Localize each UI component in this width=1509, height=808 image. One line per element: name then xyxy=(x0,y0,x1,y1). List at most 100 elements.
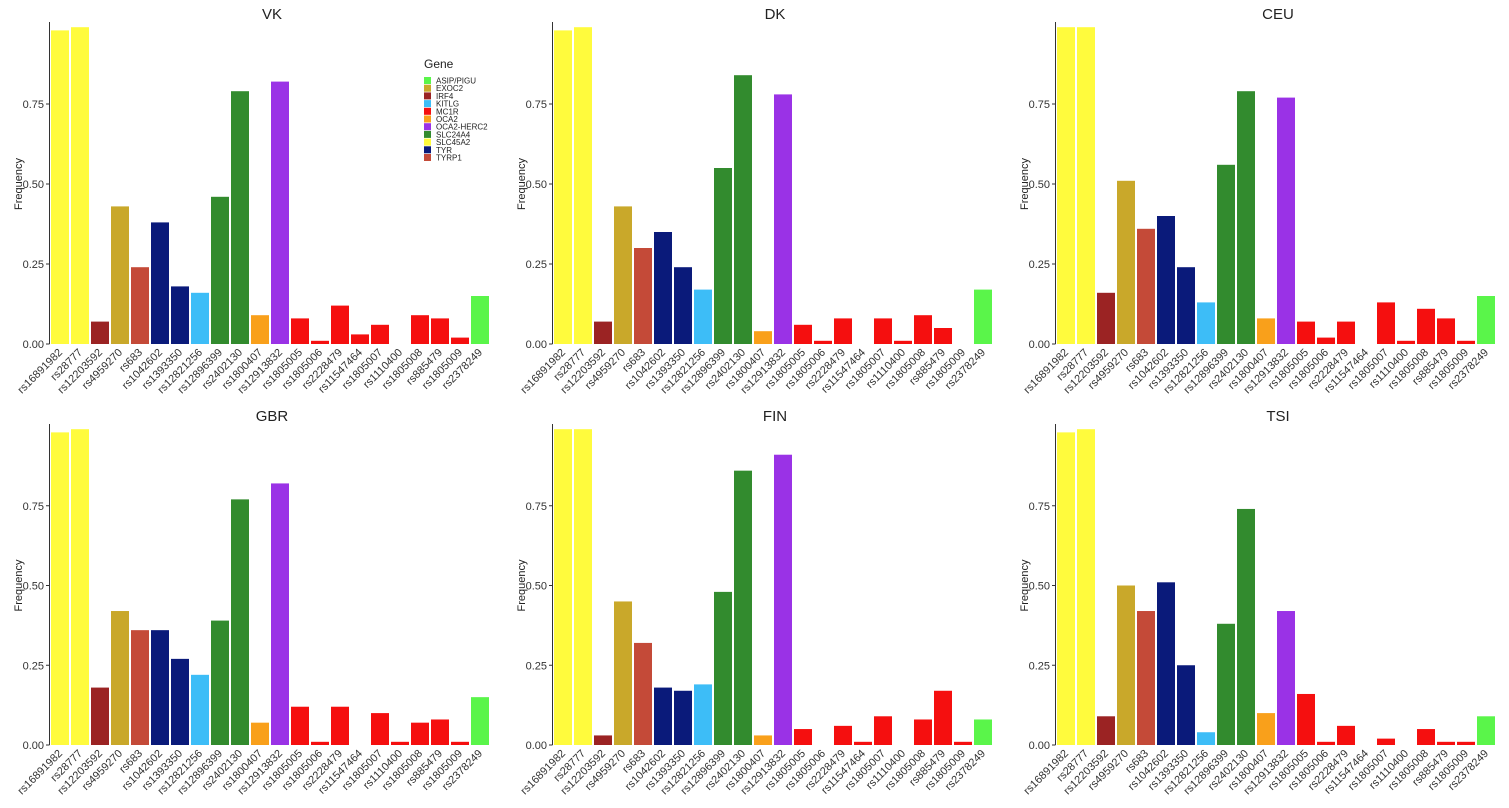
panel-ceu: CEUFrequency0.000.250.500.75rs16891982rs… xyxy=(1019,6,1495,396)
bar-rs12913832 xyxy=(774,94,792,345)
bar-rs12913832 xyxy=(1277,97,1295,344)
bar-rs1805009 xyxy=(1457,741,1475,745)
bar-rs12821256 xyxy=(1197,732,1215,745)
y-tick-label: 0.00 xyxy=(23,740,44,752)
bar-rs1805005 xyxy=(291,706,309,745)
bar-rs1042602 xyxy=(151,630,169,745)
bar-rs12203592 xyxy=(594,321,612,344)
bar-rs28777 xyxy=(574,27,592,344)
bar-rs1042602 xyxy=(1157,216,1175,344)
bar-rs16891982 xyxy=(51,30,69,345)
y-tick-label: 0.00 xyxy=(23,339,44,351)
legend-swatch xyxy=(424,100,431,108)
bar-rs885479 xyxy=(1437,318,1455,344)
legend-label: TYR xyxy=(436,146,452,155)
bar-rs28777 xyxy=(71,27,89,344)
bar-rs1805007 xyxy=(371,713,389,745)
legend-label: IRF4 xyxy=(436,92,454,101)
legend-label: OCA2-HERC2 xyxy=(436,123,488,132)
bar-rs2402130 xyxy=(1237,91,1255,344)
bar-rs2378249 xyxy=(974,289,992,344)
bar-rs16891982 xyxy=(554,30,572,345)
bar-rs1805006 xyxy=(1317,337,1335,344)
legend-swatch xyxy=(424,77,431,84)
bar-rs1805007 xyxy=(1377,738,1395,745)
bar-rs4959270 xyxy=(111,611,129,745)
bar-rs1393350 xyxy=(171,286,189,344)
bar-rs2402130 xyxy=(231,91,249,344)
panel-title: DK xyxy=(765,6,786,23)
y-tick-label: 0.00 xyxy=(526,339,547,351)
bar-rs11547464 xyxy=(854,741,872,745)
bar-rs2378249 xyxy=(974,719,992,745)
bar-rs16891982 xyxy=(1057,432,1075,745)
bar-rs885479 xyxy=(431,719,449,745)
bar-rs683 xyxy=(131,630,149,745)
bar-rs1042602 xyxy=(654,232,672,344)
bar-rs16891982 xyxy=(1057,27,1075,344)
bar-rs1805007 xyxy=(874,318,892,344)
bar-rs1042602 xyxy=(1157,582,1175,745)
bar-rs885479 xyxy=(431,318,449,344)
bar-rs16891982 xyxy=(554,429,572,745)
y-axis-label: Frequency xyxy=(516,158,528,210)
y-tick-label: 0.50 xyxy=(23,179,44,191)
bar-rs1805006 xyxy=(311,741,329,745)
bar-rs1805007 xyxy=(371,324,389,344)
y-axis-label: Frequency xyxy=(13,158,25,210)
bar-rs2228479 xyxy=(331,305,349,344)
legend-swatch xyxy=(424,154,431,161)
y-tick-label: 0.50 xyxy=(526,581,547,593)
bar-rs4959270 xyxy=(614,206,632,344)
bar-rs1805007 xyxy=(1377,302,1395,344)
bar-rs12913832 xyxy=(271,81,289,344)
bar-rs1393350 xyxy=(674,267,692,344)
bar-rs2228479 xyxy=(1337,321,1355,344)
bar-rs12203592 xyxy=(1097,716,1115,745)
panel-fin: FINFrequency0.000.250.500.75rs16891982rs… xyxy=(516,408,992,797)
y-axis-label: Frequency xyxy=(13,559,25,611)
bar-rs1800407 xyxy=(1257,713,1275,745)
panel-tsi: TSIFrequency0.000.250.500.75rs16891982rs… xyxy=(1019,408,1495,797)
legend-swatch xyxy=(424,107,431,115)
legend-swatch xyxy=(424,92,431,100)
bar-rs12913832 xyxy=(774,454,792,745)
bar-rs683 xyxy=(1137,228,1155,344)
panel-dk: DKFrequency0.000.250.500.75rs16891982rs2… xyxy=(516,6,992,396)
bar-rs1805005 xyxy=(291,318,309,344)
bar-rs1800407 xyxy=(754,735,772,745)
bar-rs1393350 xyxy=(171,658,189,745)
bar-rs11547464 xyxy=(351,334,369,344)
y-tick-label: 0.50 xyxy=(1029,179,1050,191)
panel-gbr: GBRFrequency0.000.250.500.75rs16891982rs… xyxy=(13,408,489,797)
bar-rs4959270 xyxy=(1117,180,1135,344)
legend-swatch xyxy=(424,123,431,131)
bar-rs1805007 xyxy=(874,716,892,745)
legend-title: Gene xyxy=(424,57,454,71)
legend-swatch xyxy=(424,146,431,154)
y-tick-label: 0.00 xyxy=(526,740,547,752)
y-tick-label: 0.50 xyxy=(23,581,44,593)
bar-rs2402130 xyxy=(1237,508,1255,745)
bar-rs1393350 xyxy=(1177,267,1195,344)
bar-rs885479 xyxy=(1437,741,1455,745)
bar-rs2378249 xyxy=(471,296,489,344)
panel-title: FIN xyxy=(763,408,787,425)
y-tick-label: 0.00 xyxy=(1029,740,1050,752)
bar-rs12896399 xyxy=(1217,623,1235,745)
bar-rs1805006 xyxy=(814,340,832,344)
bar-rs1805009 xyxy=(954,741,972,745)
bar-rs28777 xyxy=(71,429,89,745)
y-tick-label: 0.25 xyxy=(1029,660,1050,672)
bar-rs1805008 xyxy=(914,315,932,344)
bar-rs683 xyxy=(1137,611,1155,745)
bar-rs1800407 xyxy=(251,315,269,344)
bar-rs4959270 xyxy=(111,206,129,344)
bar-rs4959270 xyxy=(614,601,632,745)
bar-rs1110400 xyxy=(391,741,409,745)
bar-rs1805008 xyxy=(411,315,429,344)
y-tick-label: 0.75 xyxy=(23,99,44,111)
bar-rs885479 xyxy=(934,328,952,344)
panel-title: VK xyxy=(262,6,282,23)
legend-label: KITLG xyxy=(436,100,459,109)
